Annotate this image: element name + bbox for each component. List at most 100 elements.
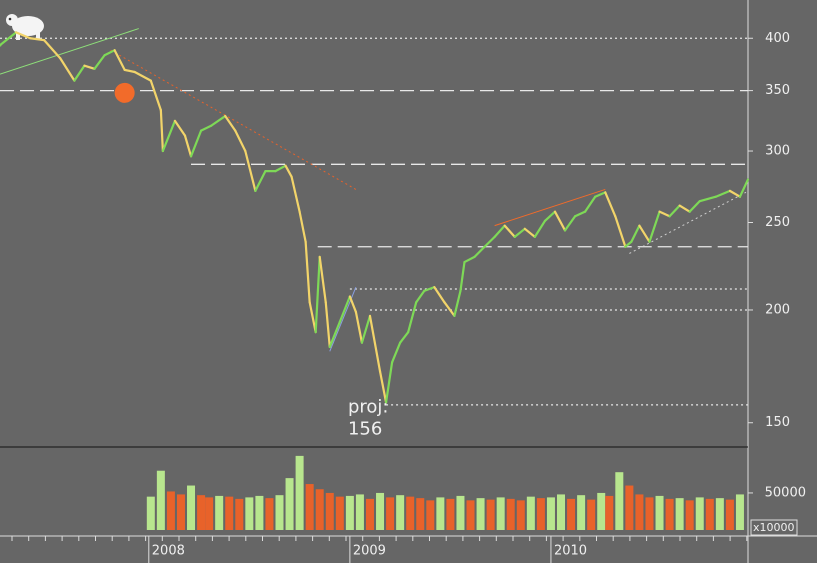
volume-bar	[456, 495, 465, 530]
price-segment	[563, 215, 577, 232]
volume-bar	[345, 495, 354, 530]
price-segment	[415, 289, 426, 304]
price-segment	[390, 341, 402, 364]
price-segment	[604, 191, 617, 218]
volume-bar	[166, 491, 175, 530]
price-segment	[161, 119, 177, 153]
price-segment	[284, 164, 293, 178]
price-segment	[463, 255, 476, 264]
volume-bar	[645, 497, 654, 530]
price-segment	[473, 245, 486, 258]
price-segment	[513, 227, 526, 238]
price-segment	[453, 289, 462, 317]
price-segment	[324, 301, 331, 349]
volume-bar	[285, 478, 294, 530]
volume-bar	[376, 492, 385, 530]
volume-bar	[396, 495, 405, 530]
price-segment	[738, 178, 750, 198]
x-tick-label: 2009	[353, 544, 386, 559]
price-segment	[543, 210, 557, 223]
volume-bar	[386, 497, 395, 530]
volume-bar	[146, 496, 155, 530]
price-segment	[298, 210, 307, 243]
price-segment	[443, 301, 456, 317]
volume-bar	[355, 494, 364, 530]
marker	[114, 82, 135, 103]
price-segment	[348, 295, 358, 314]
price-segment	[638, 224, 651, 243]
price-segment	[133, 70, 152, 82]
price-segment	[254, 170, 267, 192]
volume-bar	[446, 498, 455, 530]
x-tick-label: 2008	[152, 544, 185, 559]
price-segment	[113, 49, 126, 71]
volume-bar	[406, 496, 415, 530]
volume-bar	[205, 497, 214, 530]
price-segment	[503, 224, 516, 238]
volume-bar	[426, 500, 435, 530]
price-segment	[368, 314, 382, 373]
volume-bar	[315, 489, 324, 530]
price-segment	[533, 219, 547, 238]
price-segment	[83, 64, 96, 70]
volume-bar	[675, 498, 684, 530]
volume-bar	[725, 499, 734, 530]
volume-bar	[305, 484, 314, 530]
price-segment	[123, 68, 136, 74]
volume-bar	[245, 497, 254, 530]
volume-bar	[325, 492, 334, 530]
annotation-label: proj:	[348, 396, 389, 417]
price-segment	[594, 191, 607, 198]
volume-bar	[536, 498, 545, 530]
price-segment	[59, 57, 76, 82]
price-segment	[338, 295, 351, 324]
price-segment	[234, 129, 247, 153]
volume-bar	[526, 496, 535, 530]
price-segment	[210, 114, 227, 127]
price-segment	[698, 195, 717, 203]
volume-bar	[735, 494, 744, 530]
price-segment	[354, 310, 364, 344]
volume-bar	[516, 500, 525, 530]
volume-bar	[486, 499, 495, 530]
y-tick-label: 250	[765, 215, 790, 230]
volume-bar	[197, 495, 206, 530]
price-segment	[308, 301, 317, 334]
volume-bar	[335, 496, 344, 530]
volume-bar	[715, 498, 724, 530]
price-segment	[93, 54, 106, 70]
y-tick-label: 150	[765, 415, 790, 430]
price-segment	[318, 255, 327, 304]
trend-line	[110, 49, 357, 190]
volume-bar	[597, 492, 606, 530]
price-segment	[493, 224, 506, 238]
price-segment	[553, 210, 567, 232]
volume-bar	[496, 497, 505, 530]
price-segment	[573, 210, 587, 218]
price-segment	[630, 224, 641, 243]
y-tick-label: 300	[765, 144, 790, 159]
trend-line	[494, 188, 606, 227]
y-tick-label: 400	[765, 31, 790, 46]
volume-bar	[546, 497, 555, 530]
volume-bar	[476, 498, 485, 530]
price-segment	[304, 240, 311, 304]
volume-bar	[436, 497, 445, 530]
price-segment	[314, 255, 321, 334]
unit-label: x10000	[753, 521, 795, 534]
volume-bar	[705, 498, 714, 530]
price-segment	[159, 109, 164, 153]
price-segment	[688, 200, 701, 213]
price-segment	[14, 31, 32, 40]
volume-bar	[156, 470, 165, 530]
price-segment	[433, 286, 446, 304]
price-segment	[328, 320, 341, 349]
volume-bar	[295, 455, 304, 530]
price-segment	[0, 31, 18, 47]
price-segment	[183, 134, 193, 158]
volume-bar	[176, 494, 185, 530]
annotation-value: 156	[348, 418, 382, 439]
